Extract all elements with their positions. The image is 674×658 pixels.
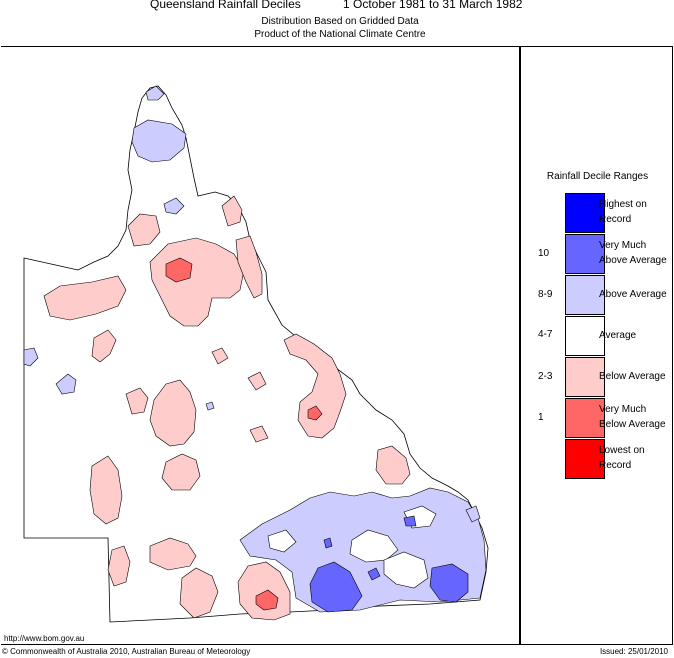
legend-label: Below Average [599, 371, 666, 382]
darling-downs-very-above-region [309, 561, 363, 613]
ne-below-region-1 [221, 195, 243, 227]
map-title: Queensland Rainfall Deciles [150, 0, 301, 11]
southeast-hole-2 [383, 551, 429, 589]
central-west-above-region [55, 373, 77, 395]
legend-label: Very Much Above Average [599, 240, 667, 266]
legend-swatch-below [565, 357, 605, 397]
southwest-below-region-2 [161, 453, 201, 491]
southeast-coast-very-above-region [429, 563, 469, 603]
legend-swatch-above [565, 275, 605, 315]
legend-item-very-much-below: 1 Very Much Below Average [521, 398, 674, 439]
legend-swatch-lowest [565, 439, 605, 479]
legend-range: 2-3 [538, 371, 553, 382]
central-above-region [205, 401, 215, 411]
legend-range: 1 [538, 412, 544, 423]
small-very-above-region-1 [367, 567, 381, 581]
footer-url: http://www.bom.gov.au [4, 634, 85, 643]
central-below-region-2 [149, 379, 197, 447]
footer-issued: Issued: 25/01/2010 [599, 647, 668, 656]
legend-item-above: 8-9 Above Average [521, 275, 674, 316]
legend-label: Above Average [599, 289, 667, 300]
south-very-below-region [255, 589, 279, 611]
cape-york-above-region [131, 119, 187, 163]
legend-item-very-much-above: 10 Very Much Above Average [521, 234, 674, 275]
legend-label: Highest on Record [599, 199, 647, 225]
central-small-below-1 [211, 347, 229, 365]
map-subtitle: Distribution Based on Gridded Data [261, 16, 419, 27]
legend-swatch-average [565, 316, 605, 356]
cape-below-region [127, 213, 161, 247]
central-west-below-region [91, 329, 117, 363]
legend-item-average: 4-7 Average [521, 316, 674, 357]
legend-range: 4-7 [538, 329, 553, 340]
small-very-above-region-3 [403, 515, 417, 527]
coast-above-region [465, 505, 481, 523]
very-much-above-regions [309, 515, 469, 613]
central-small-below-3 [249, 425, 269, 443]
legend-title: Rainfall Decile Ranges [546, 171, 649, 182]
legend-range: 8-9 [538, 289, 553, 300]
below-average-regions [43, 195, 411, 621]
legend-swatch-very-much-above [565, 234, 605, 274]
ne-below-region-2 [235, 235, 263, 299]
southwest-below-region-3 [179, 567, 219, 619]
map-source: Product of the National Climate Centre [254, 29, 426, 40]
north-central-below-region [149, 237, 245, 327]
legend-panel: Rainfall Decile Ranges Highest on Record… [520, 46, 673, 645]
map-date-range: 1 October 1981 to 31 March 1982 [343, 0, 523, 11]
south-central-below-region [149, 537, 197, 571]
footer-copyright: © Commonwealth of Australia 2010, Austra… [2, 647, 251, 656]
central-very-below-region [307, 405, 323, 421]
legend-range: 10 [538, 248, 550, 259]
north-very-below-region [165, 257, 193, 283]
very-much-below-regions [165, 257, 323, 611]
legend-label: Very Much Below Average [599, 404, 666, 430]
southeast-hole-1 [349, 529, 399, 563]
south-below-region [107, 545, 131, 587]
southwest-below-region-1 [89, 455, 123, 525]
legend-item-lowest: Lowest on Record [521, 439, 674, 480]
legend-swatch-highest [565, 193, 605, 233]
coast-below-region [375, 445, 411, 485]
average-holes [267, 505, 437, 589]
central-small-below-2 [247, 371, 267, 391]
central-below-region-3 [125, 387, 149, 415]
legend-item-below: 2-3 Below Average [521, 357, 674, 398]
legend-label: Average [599, 330, 637, 341]
legend-label: Lowest on Record [599, 445, 645, 471]
small-very-above-region-2 [323, 537, 333, 549]
west-above-region [23, 347, 39, 367]
map-frame [1, 46, 520, 645]
legend-swatch-very-much-below [565, 398, 605, 438]
south-below-region-big [237, 561, 291, 621]
cape-small-above-region [163, 197, 185, 215]
cape-tip-above-region [145, 85, 165, 101]
central-below-region-1 [283, 333, 347, 439]
title-row: Queensland Rainfall Deciles 1 October 19… [0, 0, 674, 14]
legend-item-highest: Highest on Record [521, 193, 674, 234]
gulf-below-region [43, 275, 127, 321]
southeast-hole-4 [267, 529, 297, 553]
